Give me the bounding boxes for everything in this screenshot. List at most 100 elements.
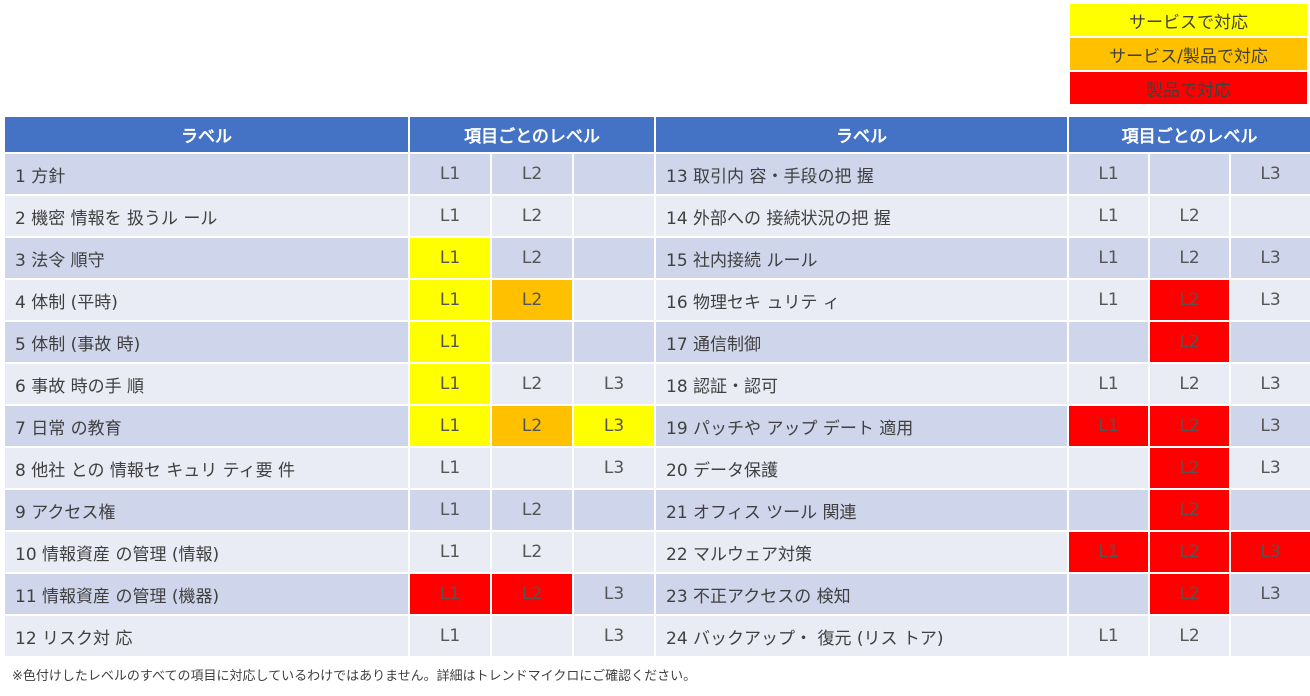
item-label: 18 認証・認可 xyxy=(654,362,1070,406)
item-label: 22 マルウェア対策 xyxy=(654,530,1070,574)
level-cell-l2: L2 xyxy=(1148,278,1232,322)
item-label: 10 情報資産 の管理 (情報) xyxy=(3,530,410,574)
level-cell-l1: L1 xyxy=(1067,614,1151,658)
level-cell-l3: L3 xyxy=(571,446,657,490)
level-cell-l2: L2 xyxy=(490,572,574,616)
level-cell-l1: L1 xyxy=(1067,194,1151,238)
table-row: 11 情報資産 の管理 (機器) L1 L2 L3 23 不正アクセスの 検知 L2 L3 xyxy=(3,572,1310,616)
header-label: ラベル xyxy=(3,115,410,154)
header-label: ラベル xyxy=(654,115,1070,154)
level-cell-l1: L1 xyxy=(408,404,492,448)
level-cell-l2: L2 xyxy=(1148,572,1232,616)
table-row: 2 機密 情報を 扱うル ール L1 L2 14 外部への 接続状況の把 握 L1 L2 xyxy=(3,194,1310,238)
item-label: 15 社内接続 ルール xyxy=(654,236,1070,280)
level-cell-l2: L2 xyxy=(490,404,574,448)
item-label: 12 リスク対 応 xyxy=(3,614,410,658)
level-cell-l1: L1 xyxy=(408,320,492,364)
footnote: ※色付けしたレベルのすべての項目に対応しているわけではありません。詳細はトレンド… xyxy=(12,669,697,684)
level-cell-l2: L2 xyxy=(490,488,574,532)
level-cell-l2 xyxy=(490,614,574,658)
level-cell-l1: L1 xyxy=(1067,278,1151,322)
level-cell-l1: L1 xyxy=(408,488,492,532)
level-cell-l3: L3 xyxy=(571,404,657,448)
level-cell-l3 xyxy=(571,236,657,280)
level-cell-l3 xyxy=(571,194,657,238)
level-cell-l2: L2 xyxy=(1148,446,1232,490)
level-cell-l2: L2 xyxy=(490,362,574,406)
level-cell-l3: L3 xyxy=(1229,278,1310,322)
table-header: ラベル 項目ごとのレベル ラベル 項目ごとのレベル xyxy=(3,115,1310,154)
level-cell-l1: L1 xyxy=(408,530,492,574)
item-label: 7 日常 の教育 xyxy=(3,404,410,448)
header-levels: 項目ごとのレベル xyxy=(407,115,657,154)
table-row: 3 法令 順守 L1 L2 15 社内接続 ルール L1 L2 L3 xyxy=(3,236,1310,280)
level-cell-l1: L1 xyxy=(1067,530,1151,574)
level-cell-l3: L3 xyxy=(1229,236,1310,280)
item-label: 3 法令 順守 xyxy=(3,236,410,280)
item-label: 14 外部への 接続状況の把 握 xyxy=(654,194,1070,238)
level-cell-l1: L1 xyxy=(408,572,492,616)
level-cell-l2: L2 xyxy=(490,530,574,574)
level-cell-l1 xyxy=(1067,320,1151,364)
level-cell-l2: L2 xyxy=(1148,404,1232,448)
item-label: 13 取引内 容・手段の把 握 xyxy=(654,152,1070,196)
level-cell-l2: L2 xyxy=(1148,362,1232,406)
level-cell-l2: L2 xyxy=(490,236,574,280)
level-cell-l3: L3 xyxy=(1229,362,1310,406)
item-label: 9 アクセス権 xyxy=(3,488,410,532)
level-cell-l1: L1 xyxy=(408,614,492,658)
table-row: 6 事故 時の手 順 L1 L2 L3 18 認証・認可 L1 L2 L3 xyxy=(3,362,1310,406)
item-label: 23 不正アクセスの 検知 xyxy=(654,572,1070,616)
level-cell-l1: L1 xyxy=(1067,404,1151,448)
level-cell-l2: L2 xyxy=(1148,236,1232,280)
level-cell-l1: L1 xyxy=(1067,362,1151,406)
legend-item: サービスで対応 xyxy=(1070,4,1307,36)
item-label: 2 機密 情報を 扱うル ール xyxy=(3,194,410,238)
level-cell-l2: L2 xyxy=(490,152,574,196)
level-cell-l1: L1 xyxy=(408,362,492,406)
item-label: 17 通信制御 xyxy=(654,320,1070,364)
level-cell-l1: L1 xyxy=(408,236,492,280)
level-cell-l2: L2 xyxy=(1148,488,1232,532)
level-cell-l1 xyxy=(1067,488,1151,532)
level-cell-l1 xyxy=(1067,572,1151,616)
level-cell-l1: L1 xyxy=(408,194,492,238)
item-label: 20 データ保護 xyxy=(654,446,1070,490)
level-cell-l3 xyxy=(571,320,657,364)
level-cell-l3: L3 xyxy=(1229,404,1310,448)
item-label: 5 体制 (事故 時) xyxy=(3,320,410,364)
level-cell-l3: L3 xyxy=(571,572,657,616)
level-cell-l3 xyxy=(1229,488,1310,532)
level-cell-l2: L2 xyxy=(1148,320,1232,364)
item-label: 24 バックアップ・ 復元 (リス トア) xyxy=(654,614,1070,658)
table-row: 7 日常 の教育 L1 L2 L3 19 パッチや アップ デート 適用 L1 L2 L3 xyxy=(3,404,1310,448)
level-cell-l2 xyxy=(1148,152,1232,196)
item-label: 6 事故 時の手 順 xyxy=(3,362,410,406)
level-cell-l3: L3 xyxy=(1229,446,1310,490)
table-row: 4 体制 (平時) L1 L2 16 物理セキ ュリテ ィ L1 L2 L3 xyxy=(3,278,1310,322)
table-row: 5 体制 (事故 時) L1 17 通信制御 L2 xyxy=(3,320,1310,364)
level-cell-l1 xyxy=(1067,446,1151,490)
level-cell-l1: L1 xyxy=(408,446,492,490)
level-cell-l2: L2 xyxy=(1148,614,1232,658)
level-cell-l3 xyxy=(571,152,657,196)
table-row: 1 方針 L1 L2 13 取引内 容・手段の把 握 L1 L3 xyxy=(3,152,1310,196)
item-label: 8 他社 との 情報セ キュリ ティ要 件 xyxy=(3,446,410,490)
level-cell-l3 xyxy=(571,488,657,532)
level-cell-l3: L3 xyxy=(571,614,657,658)
legend-item: 製品で対応 xyxy=(1070,72,1307,104)
level-cell-l1: L1 xyxy=(408,278,492,322)
item-label: 11 情報資産 の管理 (機器) xyxy=(3,572,410,616)
item-label: 19 パッチや アップ デート 適用 xyxy=(654,404,1070,448)
level-table: ラベル 項目ごとのレベル ラベル 項目ごとのレベル 1 方針 L1 L2 13 取引内… xyxy=(3,115,1310,658)
level-cell-l2: L2 xyxy=(1148,194,1232,238)
table-row: 12 リスク対 応 L1 L3 24 バックアップ・ 復元 (リス トア) L1 L2 xyxy=(3,614,1310,658)
level-cell-l2: L2 xyxy=(490,194,574,238)
level-cell-l3 xyxy=(1229,194,1310,238)
level-cell-l1: L1 xyxy=(1067,152,1151,196)
item-label: 21 オフィス ツール 関連 xyxy=(654,488,1070,532)
level-cell-l2 xyxy=(490,320,574,364)
level-cell-l3: L3 xyxy=(1229,152,1310,196)
level-cell-l3 xyxy=(571,278,657,322)
item-label: 1 方針 xyxy=(3,152,410,196)
